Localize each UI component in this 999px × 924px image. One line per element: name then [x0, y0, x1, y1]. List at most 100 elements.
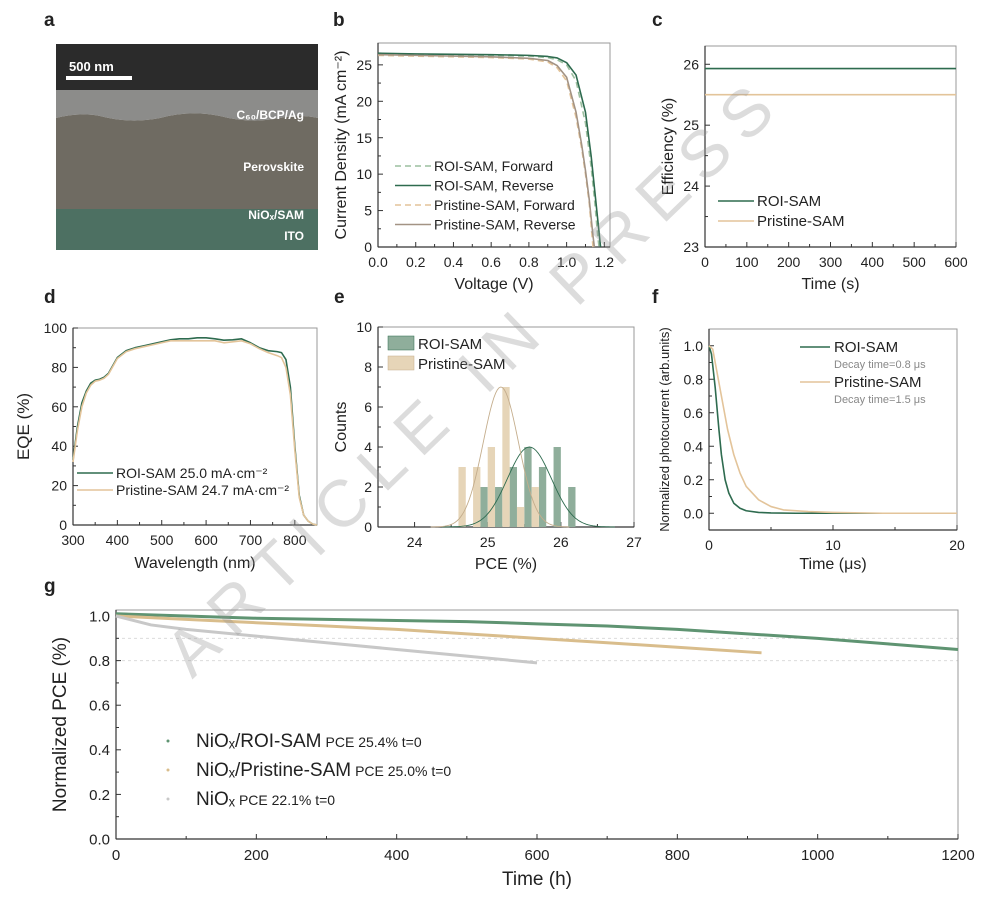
x-tick-label: 300: [61, 532, 85, 548]
legend-item: Pristine-SAM, Reverse: [395, 217, 576, 233]
x-tick-label: 600: [524, 847, 549, 864]
y-tick-label: 26: [683, 56, 699, 72]
x-tick-label: 1.0: [557, 254, 577, 270]
panel-label-g: g: [44, 576, 56, 597]
series-line: [377, 52, 602, 248]
panel-label-a: a: [44, 10, 55, 31]
y-tick-label: 0.4: [89, 742, 110, 759]
legend-marker: [166, 768, 170, 772]
bar: [458, 467, 466, 527]
legend-label: ROI-SAM: [757, 193, 821, 210]
sem-electrode-layer: [56, 90, 318, 121]
legend-item: ROI-SAM Decay time=0.8 μs: [800, 339, 926, 371]
gaussian-fit-line: [441, 446, 615, 528]
y-axis-title: EQE (%): [14, 393, 33, 460]
x-axis-title: Time (h): [502, 869, 572, 890]
x-tick-label: 0.8: [519, 254, 539, 270]
x-axis-title: Voltage (V): [454, 276, 533, 293]
series-line: [115, 612, 959, 651]
sem-perovskite-layer: [56, 113, 318, 210]
y-tick-label: 0.8: [89, 653, 110, 670]
legend-label: ROI-SAM, Forward: [434, 158, 553, 174]
y-axis-title: Current Density (mA cm⁻²): [333, 51, 350, 240]
legend-item: Pristine-SAM: [387, 355, 506, 373]
bar: [516, 507, 525, 527]
legend-label: Pristine-SAM: [418, 356, 506, 373]
layer-label-htl: NiOₓ/SAM: [248, 208, 304, 222]
legend-label: Pristine-SAM 24.7 mA·cm⁻²: [116, 482, 289, 498]
y-tick-label: 60: [51, 399, 67, 415]
x-tick-label: 600: [194, 532, 218, 548]
legend-label: Pristine-SAM: [757, 213, 845, 230]
legend-item: ROI-SAM: [387, 335, 482, 353]
x-tick-label: 200: [777, 254, 801, 270]
y-tick-label: 0: [364, 519, 372, 535]
series-line: [708, 345, 957, 515]
y-tick-label: 10: [356, 166, 372, 182]
x-tick-label: 1.2: [595, 254, 615, 270]
y-tick-label: 100: [44, 320, 68, 336]
legend-item: Pristine-SAM: [718, 213, 845, 230]
series-line: [377, 53, 596, 248]
x-tick-label: 0: [701, 254, 709, 270]
y-tick-label: 0.8: [684, 371, 704, 387]
y-tick-label: 4: [364, 439, 372, 455]
y-tick-label: 80: [51, 359, 67, 375]
chart-b: 0.0 0.2 0.4 0.6 0.8 1.0 1.2 0 5 10 15 20 25 Voltage (…: [333, 42, 615, 293]
x-axis-title: PCE (%): [475, 556, 537, 573]
y-axis-title: Normalized PCE (%): [50, 637, 71, 812]
legend-item: ROI-SAM 25.0 mA·cm⁻²: [77, 465, 268, 481]
x-tick-label: 0: [112, 847, 120, 864]
legend-item: Pristine-SAM, Forward: [395, 197, 575, 213]
legend-item: NiOₓ/Pristine-SAM PCE 25.0% t=0: [166, 760, 451, 781]
y-tick-label: 0: [364, 239, 372, 255]
y-tick-label: 0.0: [89, 831, 110, 848]
series-line: [72, 340, 318, 526]
scale-bar-label: 500 nm: [69, 59, 114, 74]
legend-label: ROI-SAM: [834, 339, 898, 356]
x-tick-label: 400: [384, 847, 409, 864]
series-line: [115, 614, 762, 655]
y-tick-label: 0.6: [89, 698, 110, 715]
bar: [487, 447, 496, 527]
bar: [568, 487, 576, 527]
x-tick-label: 1000: [801, 847, 834, 864]
legend-item: NiOₓ/ROI-SAM PCE 25.4% t=0: [166, 731, 422, 752]
x-tick-label: 0.4: [444, 254, 464, 270]
legend-note: Decay time=0.8 μs: [834, 359, 926, 371]
x-tick-label: 400: [861, 254, 885, 270]
x-tick-label: 0: [705, 537, 713, 553]
legend-marker: [166, 797, 170, 801]
y-tick-label: 1.0: [89, 608, 110, 625]
legend-note: PCE 22.1% t=0: [239, 792, 335, 808]
y-tick-label: 0.4: [684, 438, 704, 454]
sem-vacuum-region: [56, 44, 318, 92]
bar: [509, 467, 517, 527]
series-line: [115, 614, 538, 665]
legend-note: Decay time=1.5 μs: [834, 394, 926, 406]
bar: [473, 467, 481, 527]
x-tick-label: 300: [819, 254, 843, 270]
x-tick-label: 20: [949, 537, 965, 553]
legend-note: PCE 25.0% t=0: [355, 763, 451, 779]
x-tick-label: 100: [735, 254, 759, 270]
x-tick-label: 200: [244, 847, 269, 864]
x-tick-label: 800: [665, 847, 690, 864]
legend-label: ROI-SAM: [418, 336, 482, 353]
bar: [480, 487, 488, 527]
x-tick-label: 27: [626, 534, 642, 550]
y-tick-label: 1.0: [684, 338, 704, 354]
bar: [553, 447, 561, 527]
legend-series-name: NiOₓ/Pristine-SAM: [196, 760, 351, 781]
y-tick-label: 40: [51, 438, 67, 454]
series-line: [708, 345, 957, 515]
legend-label: NiOₓ/ROI-SAM PCE 25.4% t=0: [196, 731, 422, 752]
series-line: [72, 337, 318, 526]
bar: [538, 467, 547, 527]
legend-item: Pristine-SAM Decay time=1.5 μs: [800, 374, 926, 406]
legend-label: NiOₓ/Pristine-SAM PCE 25.0% t=0: [196, 760, 451, 781]
x-tick-label: 0.0: [368, 254, 388, 270]
